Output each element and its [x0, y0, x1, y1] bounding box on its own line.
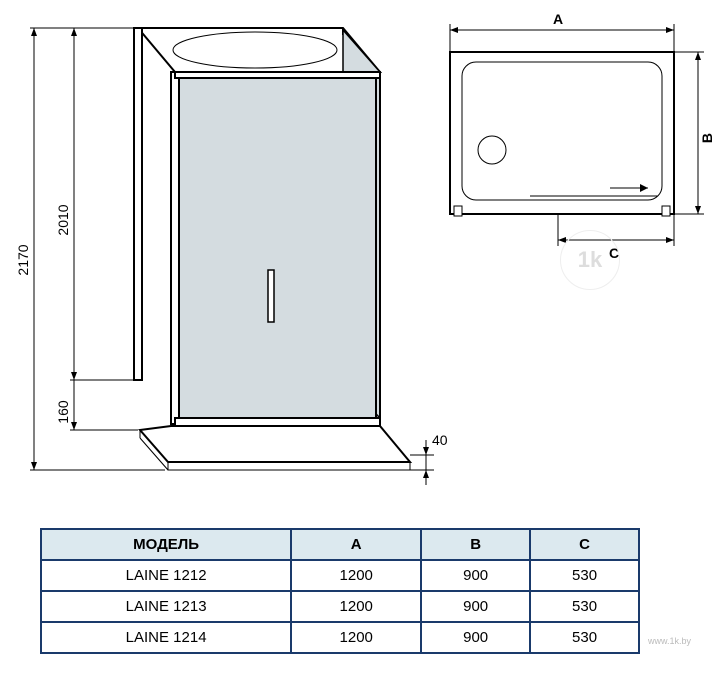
dimensions-table: МОДЕЛЬ A B C LAINE 1212 1200 900 530 LAI… [40, 528, 640, 654]
cell: 900 [421, 560, 530, 591]
cell: 1200 [291, 560, 421, 591]
th-c: C [530, 529, 639, 560]
table-row: LAINE 1213 1200 900 530 [41, 591, 639, 622]
cell: 530 [530, 560, 639, 591]
cell: 1200 [291, 591, 421, 622]
th-model: МОДЕЛЬ [41, 529, 291, 560]
th-a: A [291, 529, 421, 560]
th-b: B [421, 529, 530, 560]
cell: LAINE 1212 [41, 560, 291, 591]
cell: 900 [421, 591, 530, 622]
dim-160: 160 [55, 400, 71, 424]
cell: 530 [530, 591, 639, 622]
dim-A: A [553, 11, 563, 27]
dim-2010: 2010 [55, 204, 71, 235]
watermark-url: www.1k.by [648, 636, 691, 646]
watermark-logo: 1k [560, 230, 620, 290]
dim-B: B [699, 133, 715, 143]
dim-40: 40 [432, 432, 448, 448]
cell: 530 [530, 622, 639, 653]
cell: LAINE 1214 [41, 622, 291, 653]
cell: 1200 [291, 622, 421, 653]
page: 2170 2010 160 40 A B C 1k МОДЕЛЬ A B C L… [0, 0, 721, 676]
cell: LAINE 1213 [41, 591, 291, 622]
table-row: LAINE 1214 1200 900 530 [41, 622, 639, 653]
table-row: LAINE 1212 1200 900 530 [41, 560, 639, 591]
cell: 900 [421, 622, 530, 653]
dim-2170: 2170 [15, 244, 31, 275]
